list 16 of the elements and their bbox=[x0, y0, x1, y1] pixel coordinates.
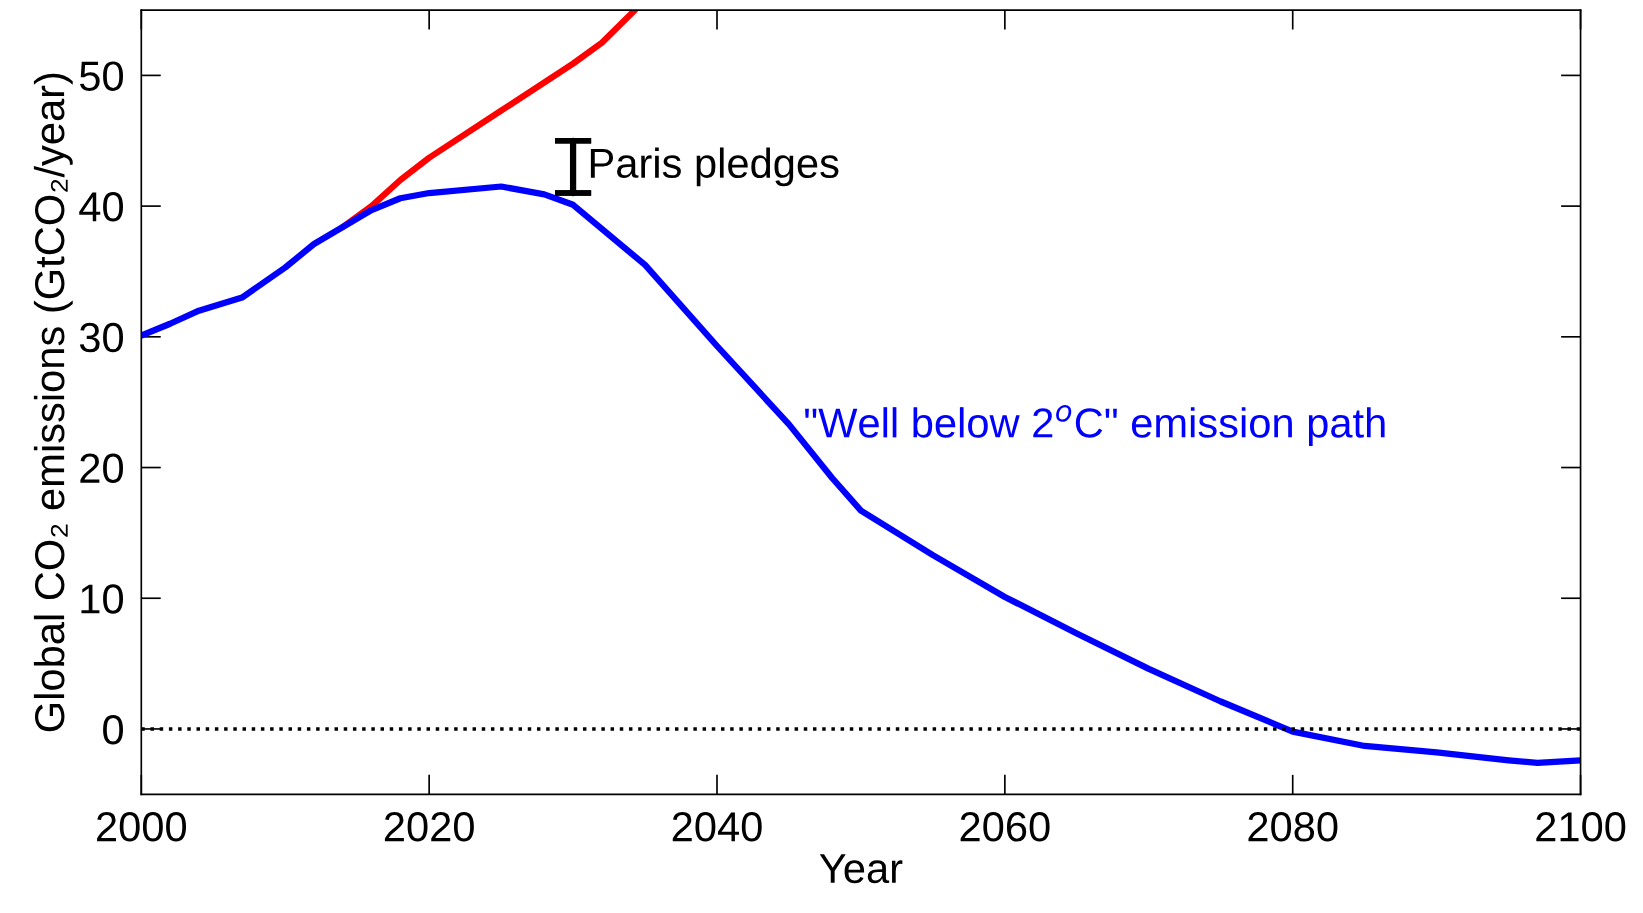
x-axis-title: Year bbox=[819, 854, 903, 884]
y-tick-label: 30 bbox=[79, 322, 124, 353]
y-tick-label: 40 bbox=[79, 192, 124, 222]
y-tick-label: 0 bbox=[103, 714, 123, 745]
x-tick-label: 2060 bbox=[960, 812, 1050, 842]
y-tick-label: 20 bbox=[80, 453, 124, 484]
y-tick-label: 50 bbox=[79, 61, 124, 91]
x-tick-label: 2080 bbox=[1248, 812, 1338, 842]
x-tick-label: 2040 bbox=[672, 812, 762, 842]
series-label: "Well below 2$^{o}$C" emission path bbox=[805, 405, 1385, 447]
y-axis-title: Global CO₂ emissions (GtCO₂/year) bbox=[33, 73, 73, 732]
series-label: Paris pledges bbox=[590, 147, 839, 187]
x-tick-label: 2000 bbox=[97, 812, 187, 842]
y-tick-label: 10 bbox=[81, 584, 124, 614]
x-tick-label: 2020 bbox=[384, 812, 474, 842]
x-tick-label: 2100 bbox=[1536, 812, 1626, 842]
